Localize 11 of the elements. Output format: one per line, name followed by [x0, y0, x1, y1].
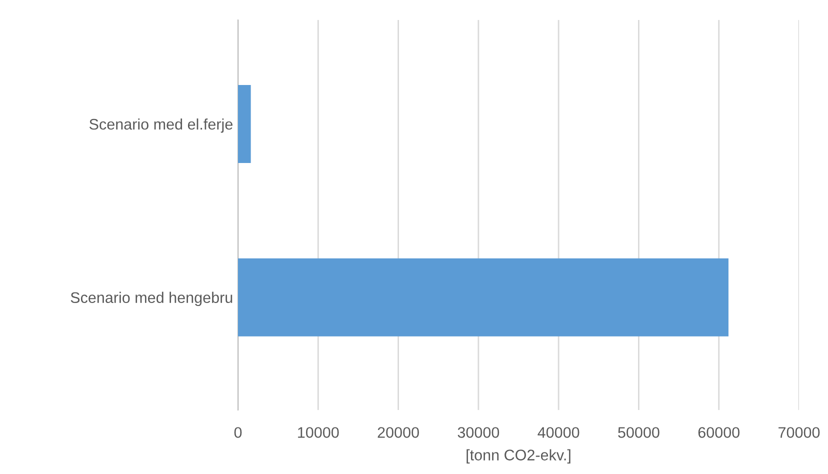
y-tick-label: Scenario med el.ferje	[89, 118, 232, 133]
x-tick-label: 20000	[378, 427, 419, 438]
y-tick-label: Scenario med hengebru	[70, 292, 232, 306]
x-tick-label: 0	[234, 427, 242, 438]
x-tick-label: 30000	[458, 427, 500, 438]
x-axis-title: [tonn CO2-ekv.]	[466, 449, 570, 464]
x-tick-label: 40000	[538, 427, 580, 438]
x-tick-label: 50000	[618, 427, 660, 438]
x-tick-label: 10000	[298, 427, 339, 438]
x-tick-label: 60000	[698, 427, 740, 438]
x-tick-label: 70000	[778, 427, 820, 438]
